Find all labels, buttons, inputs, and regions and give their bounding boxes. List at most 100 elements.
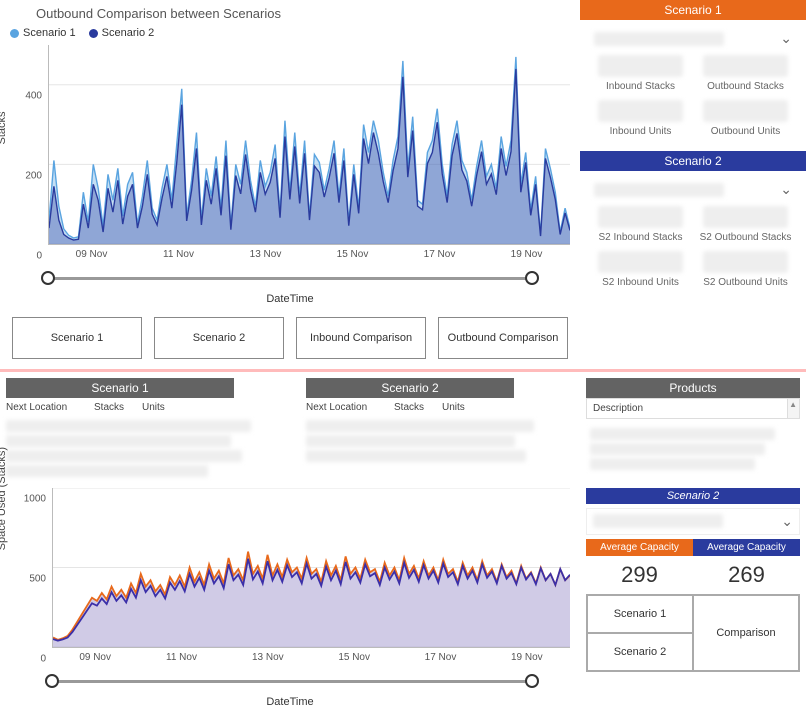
- metric-outbound-units: Outbound Units: [693, 96, 798, 141]
- mid-scenario-2: Scenario 2 Next Location Stacks Units: [300, 374, 580, 484]
- btn-inbound-comparison[interactable]: Inbound Comparison: [296, 317, 426, 359]
- metric-label: S2 Inbound Stacks: [590, 232, 691, 243]
- col-stacks: Stacks: [94, 402, 134, 413]
- chart-title: Outbound Comparison between Scenarios: [36, 6, 574, 21]
- metric-value: [598, 100, 683, 122]
- btn-outbound-comparison[interactable]: Outbound Comparison: [438, 317, 568, 359]
- top-row: Outbound Comparison between Scenarios Sc…: [0, 0, 806, 367]
- legend-dot-1: [10, 29, 19, 38]
- chart-legend: Scenario 1 Scenario 2: [10, 27, 574, 41]
- products-header: Products: [586, 378, 800, 398]
- mid-row: Scenario 1 Next Location Stacks Units Sc…: [0, 374, 806, 484]
- chevron-down-icon: ⌄: [781, 513, 793, 530]
- plot-area: [48, 45, 570, 245]
- table-row: [6, 465, 208, 477]
- slider-handle-left[interactable]: [41, 271, 55, 285]
- metric-label: Outbound Stacks: [695, 81, 796, 92]
- list-item: [590, 443, 765, 455]
- description-label: Description: [593, 403, 643, 414]
- scroll-up-icon[interactable]: ▲: [789, 400, 797, 409]
- products-list: [586, 419, 800, 479]
- card1-header: Scenario 1: [580, 0, 806, 20]
- metric-label: S2 Inbound Units: [590, 277, 691, 288]
- metric-value: [598, 55, 683, 77]
- grid-btn-comparison[interactable]: Comparison: [693, 595, 799, 671]
- legend-label-2: Scenario 2: [102, 27, 155, 39]
- table-row: [306, 420, 534, 432]
- cap-value-1: 299: [586, 556, 693, 594]
- capacity-2: Average Capacity 269: [693, 539, 800, 594]
- metric-value: [703, 55, 788, 77]
- metric-value: [598, 251, 683, 273]
- x-axis-label: DateTime: [6, 293, 574, 305]
- slider-handle-right[interactable]: [525, 674, 539, 688]
- card2-header: Scenario 2: [580, 151, 806, 171]
- bottom-dropdown[interactable]: ⌄: [586, 508, 800, 535]
- card2-dropdown-value: [594, 183, 724, 197]
- card1-dropdown-value: [594, 32, 724, 46]
- bottom-chart: Space Used (Stacks) 05001000 09 Nov11 No…: [6, 488, 574, 668]
- cap-header-1: Average Capacity: [586, 539, 693, 556]
- metric-inbound-units: Inbound Units: [588, 96, 693, 141]
- col-units: Units: [142, 402, 165, 413]
- y-ticks: 0200400: [18, 45, 42, 245]
- capacity-1: Average Capacity 299: [586, 539, 693, 594]
- card2-dropdown[interactable]: ⌄: [588, 177, 798, 202]
- btn-scenario-1[interactable]: Scenario 1: [12, 317, 142, 359]
- chevron-down-icon: ⌄: [780, 30, 792, 47]
- slider-handle-left[interactable]: [45, 674, 59, 688]
- slider-handle-right[interactable]: [525, 271, 539, 285]
- slider-track: [52, 680, 532, 683]
- metric-value: [703, 251, 788, 273]
- s1-table-body: [6, 420, 294, 480]
- y-ticks-2: 05001000: [22, 488, 46, 648]
- card2-row2: S2 Inbound Units S2 Outbound Units: [588, 247, 798, 292]
- bottom-row: Space Used (Stacks) 05001000 09 Nov11 No…: [0, 484, 806, 720]
- btn-scenario-2[interactable]: Scenario 2: [154, 317, 284, 359]
- time-slider-2[interactable]: [52, 672, 532, 692]
- metric-label: Inbound Units: [590, 126, 691, 137]
- y-axis-label-2: Space Used (Stacks): [0, 447, 8, 550]
- card-scenario-2: Scenario 2 ⌄ S2 Inbound Stacks S2 Outbou…: [580, 151, 806, 302]
- s1-table-headers: Next Location Stacks Units: [6, 398, 294, 417]
- cap-value-2: 269: [693, 556, 800, 594]
- metric-outbound-stacks: Outbound Stacks: [693, 51, 798, 96]
- scrollbar[interactable]: ▲: [787, 399, 799, 418]
- card1-dropdown[interactable]: ⌄: [588, 26, 798, 51]
- s2-table-headers: Next Location Stacks Units: [306, 398, 574, 417]
- card2-row1: S2 Inbound Stacks S2 Outbound Stacks: [588, 202, 798, 247]
- metric-label: Outbound Units: [695, 126, 796, 137]
- sub-scenario-2-header: Scenario 2: [586, 488, 800, 504]
- metric-label: S2 Outbound Stacks: [695, 232, 796, 243]
- grid-btn-scenario-1[interactable]: Scenario 1: [587, 595, 693, 633]
- x-axis-label-2: DateTime: [6, 696, 574, 708]
- metric-s2-inbound-stacks: S2 Inbound Stacks: [588, 202, 693, 247]
- x-ticks: 09 Nov11 Nov13 Nov15 Nov17 Nov19 Nov: [48, 249, 570, 263]
- s2-table-body: [306, 420, 574, 480]
- bottom-chart-panel: Space Used (Stacks) 05001000 09 Nov11 No…: [0, 484, 580, 720]
- top-chart: Stacks 0200400 09 Nov11 Nov13 Nov15 Nov1…: [6, 45, 574, 265]
- scenario-buttons: Scenario 1 Scenario 2 Inbound Comparison…: [6, 313, 574, 363]
- col-next-location: Next Location: [306, 402, 386, 413]
- table-row: [6, 435, 231, 447]
- capacity-row: Average Capacity 299 Average Capacity 26…: [586, 539, 800, 594]
- grid-btn-scenario-2[interactable]: Scenario 2: [587, 633, 693, 671]
- legend-label-1: Scenario 1: [23, 27, 76, 39]
- products-description-box[interactable]: Description ▲: [586, 398, 800, 419]
- s2-header: Scenario 2: [306, 378, 514, 398]
- table-row: [6, 450, 242, 462]
- metric-label: Inbound Stacks: [590, 81, 691, 92]
- legend-item-1: Scenario 1: [10, 27, 76, 39]
- s1-header: Scenario 1: [6, 378, 234, 398]
- dropdown-value: [593, 514, 723, 528]
- summary-cards: Scenario 1 ⌄ Inbound Stacks Outbound Sta…: [580, 0, 806, 367]
- metric-inbound-stacks: Inbound Stacks: [588, 51, 693, 96]
- table-row: [306, 450, 526, 462]
- section-divider: [0, 369, 806, 372]
- cap-header-2: Average Capacity: [693, 539, 800, 556]
- bottom-right-panel: Scenario 2 ⌄ Average Capacity 299 Averag…: [580, 484, 806, 720]
- mid-scenario-1: Scenario 1 Next Location Stacks Units: [0, 374, 300, 484]
- card1-row2: Inbound Units Outbound Units: [588, 96, 798, 141]
- time-slider[interactable]: [48, 269, 532, 289]
- chevron-down-icon: ⌄: [780, 181, 792, 198]
